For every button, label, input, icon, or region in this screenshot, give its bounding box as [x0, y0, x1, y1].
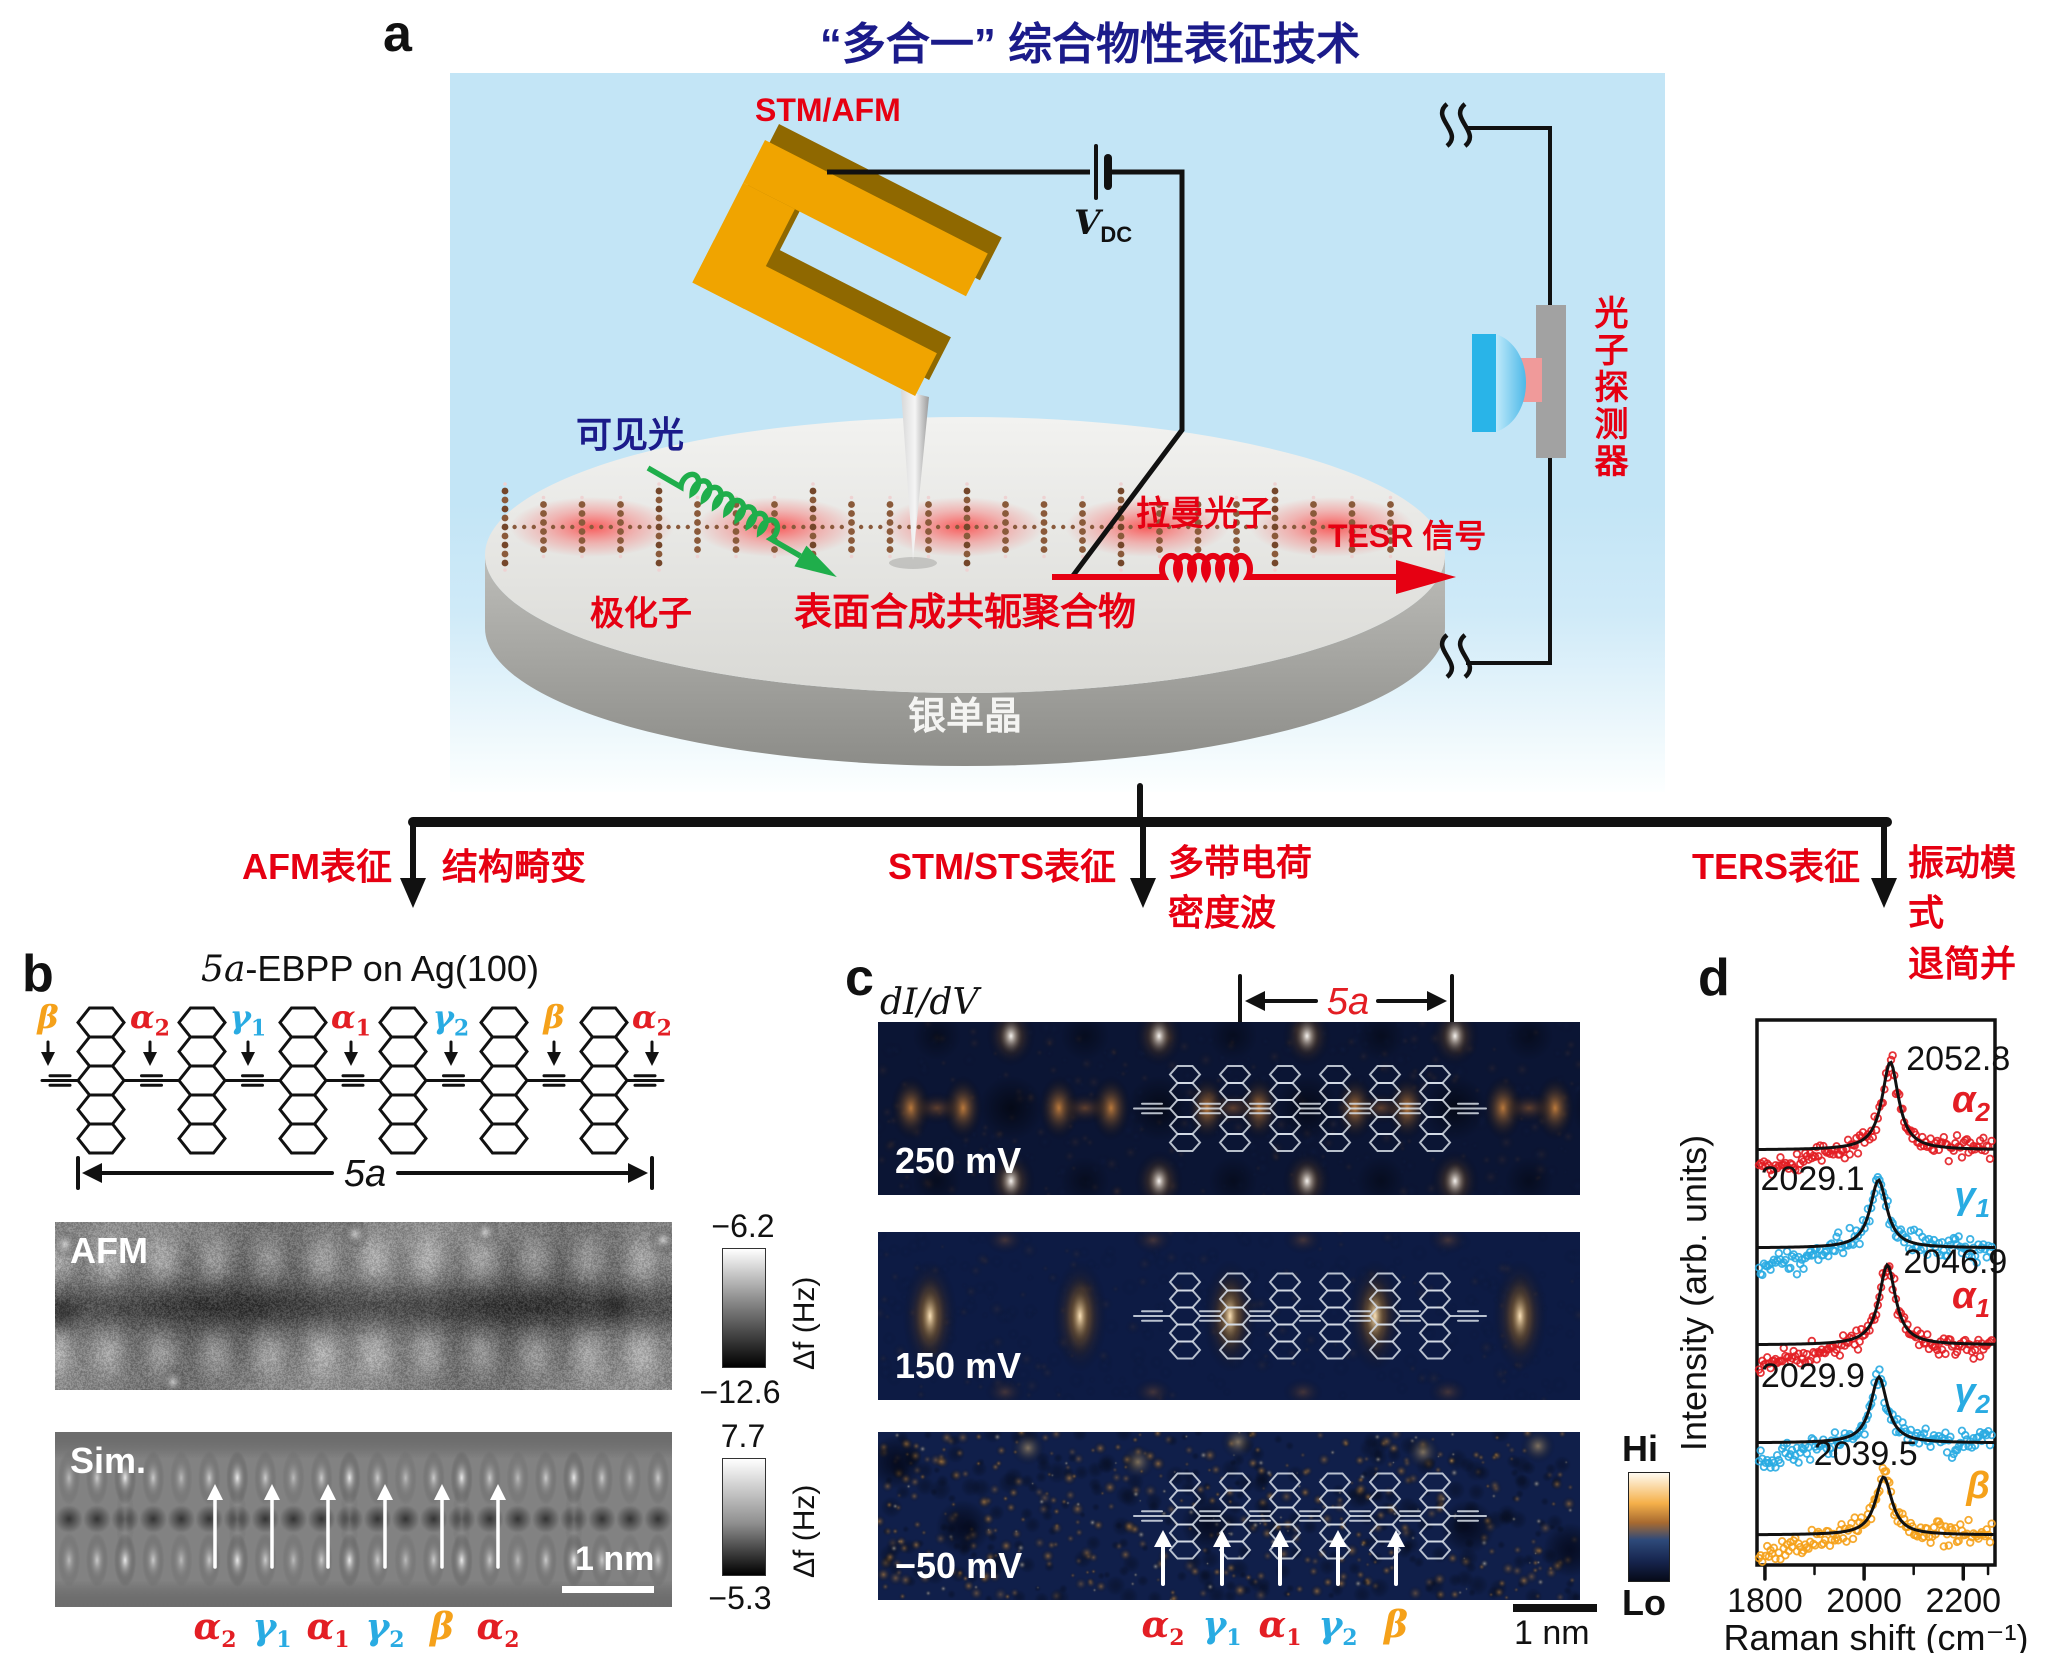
mode-label: α1 [306, 1606, 350, 1653]
afm-colorbar-max: −6.2 [711, 1208, 775, 1244]
period-label-c: 5a [1327, 981, 1369, 1023]
afm-tag: AFM [70, 1230, 148, 1271]
branch-afm-method: AFM表征 [242, 846, 392, 887]
molecule-overlay-1 [1133, 1065, 1487, 1152]
polaron-label: 极化子 [590, 595, 692, 633]
chemical-structure: 5a [40, 1006, 665, 1195]
colorbar-hi-label: Hi [1622, 1428, 1658, 1469]
stm-scalebar-text: 1 nm [1514, 1614, 1590, 1652]
bias-label-3: −50 mV [895, 1545, 1023, 1586]
sim-colorbar-max: 7.7 [720, 1418, 766, 1454]
sim-mode-label-row: α2 γ1 α1 γ2 β α2 [0, 1606, 730, 1653]
mode-label: γ1 [252, 1606, 292, 1653]
afm-colorbar [722, 1248, 766, 1368]
schematic-drawing [485, 102, 1566, 766]
branch-afm-result: 结构畸变 [442, 846, 587, 887]
period-label-b: 5a [344, 1153, 386, 1195]
sim-colorbar-unit: Δf (Hz) [788, 1484, 821, 1578]
stm-scalebar [1513, 1604, 1597, 1612]
sim-scalebar [562, 1586, 654, 1593]
branch-stm-result: 多带电荷 密度波 [1168, 842, 1313, 934]
vdc-subscript: DC [1100, 221, 1133, 247]
panel-d-letter: d [1698, 949, 1730, 1007]
panel-a-letter: a [383, 5, 412, 63]
mode-label: β [430, 1606, 454, 1648]
stm-afm-label: STM/AFM [755, 92, 901, 128]
series-label: β [1965, 1465, 1990, 1507]
x-axis-label: Raman shift (cm⁻¹) [1723, 1617, 2028, 1653]
figure-title: “多合一” 综合物性表征技术 [819, 20, 1361, 69]
sim-colorbar-min: −5.3 [708, 1580, 772, 1616]
mode-label: α2 [1141, 1604, 1185, 1652]
panel-c-letter: c [845, 949, 874, 1007]
sim-tag: Sim. [70, 1440, 147, 1481]
x-tick-label: 2000 [1826, 1582, 1902, 1620]
bias-label-1: 250 mV [895, 1140, 1022, 1181]
bias-label-2: 150 mV [895, 1345, 1022, 1386]
y-axis-label: Intensity (arb. units) [1673, 1135, 1714, 1451]
peak-annotation: 2046.9 [1903, 1243, 2007, 1281]
peak-annotation: 2029.1 [1761, 1160, 1865, 1198]
bond-mode-label: β [543, 998, 565, 1036]
vdc-label: VDC [1074, 203, 1132, 248]
mode-label: γ2 [1318, 1604, 1358, 1652]
x-tick-label: 2200 [1925, 1582, 2001, 1620]
branch-stm-method: STM/STS表征 [888, 846, 1117, 887]
visible-light-label: 可见光 [576, 414, 685, 455]
branch-ters-method: TERS表征 [1691, 846, 1860, 887]
schematic-scene: STM/AFM VDC 可见光 极化子 拉曼光子 TESR 信号 光子探测器 表… [450, 73, 1665, 792]
mode-label: γ2 [365, 1606, 405, 1653]
peak-annotation: 2029.9 [1761, 1357, 1865, 1395]
colorbar-lo-label: Lo [1622, 1582, 1666, 1623]
mode-label: α2 [193, 1606, 237, 1653]
bond-mode-labels: β α2 γ1 α1 γ2 β α2 [0, 998, 730, 1044]
bond-mode-label: γ2 [432, 998, 470, 1042]
substrate-label: 银单晶 [907, 696, 1022, 738]
sim-colorbar [722, 1458, 766, 1576]
raman-photon-label: 拉曼光子 [1136, 495, 1272, 533]
molecule-overlay-2 [1133, 1272, 1487, 1360]
period-arrow-c: 5a [1238, 974, 1454, 1028]
afm-image [55, 1222, 672, 1390]
stm-mode-arrows [1154, 1530, 1405, 1586]
sim-mode-arrows [207, 1484, 506, 1569]
x-tick-label: 1800 [1727, 1582, 1803, 1620]
panel-b-title: 5a-EBPP on Ag(100) [201, 948, 539, 990]
tesr-signal-label: TESR 信号 [1328, 518, 1487, 554]
molecule-overlay-3 [1133, 1472, 1487, 1560]
mode-label: γ1 [1202, 1604, 1242, 1652]
bond-mode-label: γ1 [229, 998, 267, 1042]
mode-label: α1 [1258, 1604, 1302, 1652]
mode-label: β [1384, 1604, 1408, 1646]
branch-arrows [400, 783, 1897, 908]
polymer-label: 表面合成共轭聚合物 [793, 592, 1136, 634]
peak-annotation: 2039.5 [1814, 1435, 1918, 1473]
bond-mode-label: α1 [331, 998, 371, 1042]
sim-scalebar-text: 1 nm [575, 1540, 655, 1578]
afm-colorbar-min: −12.6 [699, 1374, 781, 1410]
vdc-symbol: V [1074, 203, 1101, 243]
afm-colorbar-unit: Δf (Hz) [788, 1276, 821, 1370]
stm-colorbar [1628, 1472, 1670, 1582]
peak-annotation: 2052.8 [1906, 1040, 2010, 1078]
stm-mode-label-row: α2 γ1 α1 γ2 β [0, 1604, 1600, 1652]
didv-label: dI/dV [880, 982, 979, 1023]
mode-label: α2 [476, 1606, 520, 1653]
branch-ters-result: 振动模式 退简并 [1908, 842, 2017, 984]
bond-mode-label: α2 [632, 998, 672, 1042]
afm-simulation-image [55, 1432, 672, 1607]
bond-mode-label: β [37, 998, 59, 1036]
bond-mode-label: α2 [130, 998, 170, 1042]
photon-detector-label: 光子探测器 [1589, 295, 1627, 480]
panel-b-letter: b [22, 945, 54, 1003]
